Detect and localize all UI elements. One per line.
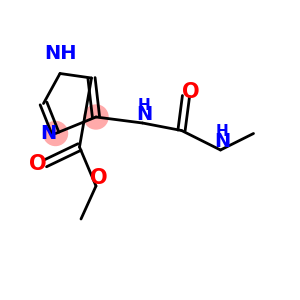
Text: N: N [136, 105, 152, 124]
Text: N: N [214, 132, 230, 151]
Text: NH: NH [44, 44, 76, 64]
Circle shape [84, 105, 108, 129]
Text: O: O [182, 82, 199, 102]
Text: O: O [29, 154, 46, 173]
Text: O: O [90, 169, 108, 188]
Text: H: H [138, 98, 150, 112]
Circle shape [44, 122, 68, 146]
Text: N: N [40, 124, 56, 143]
Text: H: H [216, 124, 228, 140]
